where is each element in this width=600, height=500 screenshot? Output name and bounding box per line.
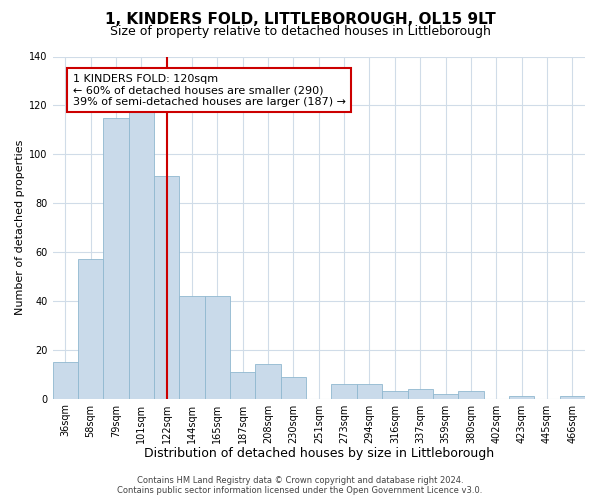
Bar xyxy=(256,364,281,398)
Bar xyxy=(382,392,407,398)
Bar xyxy=(458,392,484,398)
Text: 1, KINDERS FOLD, LITTLEBOROUGH, OL15 9LT: 1, KINDERS FOLD, LITTLEBOROUGH, OL15 9LT xyxy=(104,12,496,28)
Bar xyxy=(154,176,179,398)
Bar xyxy=(179,296,205,398)
Bar xyxy=(357,384,382,398)
Bar xyxy=(560,396,585,398)
Bar xyxy=(53,362,78,399)
Text: 1 KINDERS FOLD: 120sqm
← 60% of detached houses are smaller (290)
39% of semi-de: 1 KINDERS FOLD: 120sqm ← 60% of detached… xyxy=(73,74,346,107)
Bar xyxy=(128,110,154,399)
Y-axis label: Number of detached properties: Number of detached properties xyxy=(15,140,25,315)
Bar xyxy=(331,384,357,398)
Bar xyxy=(78,260,103,398)
Bar xyxy=(205,296,230,398)
Bar xyxy=(103,118,128,398)
Bar xyxy=(230,372,256,398)
Bar xyxy=(281,376,306,398)
Bar xyxy=(407,389,433,398)
Bar xyxy=(433,394,458,398)
Text: Contains HM Land Registry data © Crown copyright and database right 2024.
Contai: Contains HM Land Registry data © Crown c… xyxy=(118,476,482,495)
Bar xyxy=(509,396,534,398)
Text: Size of property relative to detached houses in Littleborough: Size of property relative to detached ho… xyxy=(110,25,490,38)
X-axis label: Distribution of detached houses by size in Littleborough: Distribution of detached houses by size … xyxy=(144,447,494,460)
